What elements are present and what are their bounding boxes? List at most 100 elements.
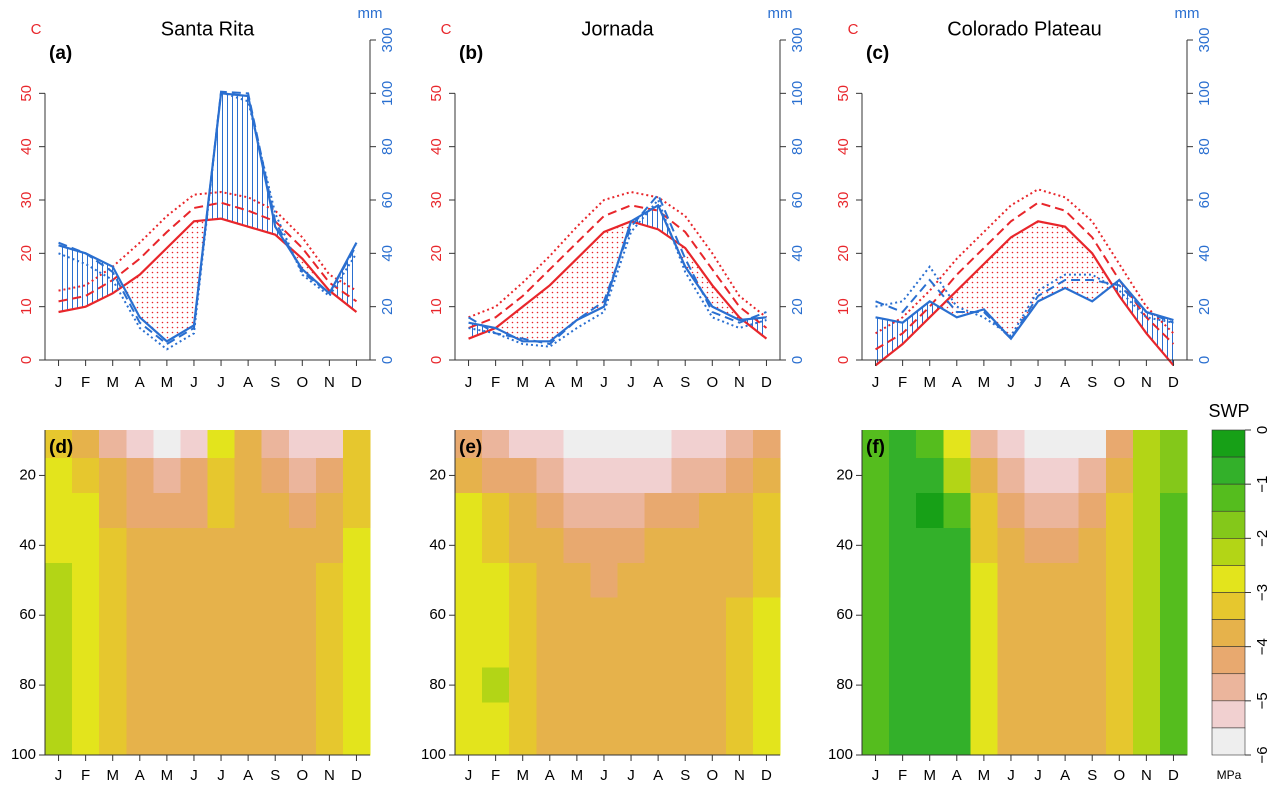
swp-cell [153,667,182,704]
swp-cell [1159,737,1188,756]
swp-cell [725,667,754,704]
swp-cell [725,492,754,529]
x-tick-label: J [627,767,635,784]
x-tick-label: S [270,767,280,784]
y2-tick-label: 40 [379,245,396,262]
swp-cell [482,737,510,756]
swp-cell [1078,527,1107,564]
swp-cell [698,632,727,669]
swp-cell [916,430,944,459]
swp-cell [261,527,290,564]
swp-cell [997,562,1026,599]
y-tick-label: 80 [429,676,446,693]
swp-cell [482,562,510,599]
x-tick-label: M [571,374,584,391]
swp-cell [889,737,917,756]
swp-cell [153,597,182,634]
swp-cell [72,430,100,459]
x-tick-label: O [1113,374,1125,391]
swp-cell [234,737,263,756]
swp-cell [207,430,236,459]
swp-cell [99,492,127,529]
swp-cell [590,667,619,704]
swp-cell [509,430,537,459]
swp-cell [315,597,344,634]
swp-cell [180,562,209,599]
swp-cell [698,527,727,564]
swp-cell [1024,430,1053,459]
x-tick-label: J [600,374,608,391]
swp-cell [725,737,754,756]
x-tick-label: M [516,374,529,391]
swp-cell [482,632,510,669]
swp-cell [99,667,127,704]
swp-cell [315,702,344,739]
swp-cell [862,597,890,634]
swp-cell [1132,737,1161,756]
swp-cell [889,667,917,704]
colorbar-tick-label: −4 [1254,638,1271,655]
swp-cell [671,667,700,704]
swp-cell [482,702,510,739]
swp-cell [889,597,917,634]
swp-cell [342,562,371,599]
swp-cell [180,597,209,634]
y-tick-label: 20 [835,245,852,262]
swp-cell [617,430,646,459]
swp-cell [563,492,592,529]
swp-cell [970,430,999,459]
swp-cell [725,430,754,459]
swp-cell [234,492,263,529]
y2-tick-label: 20 [1196,298,1213,315]
swp-cell [644,632,673,669]
swp-cell [536,667,564,704]
swp-cell [563,457,592,494]
x-tick-label: J [55,767,63,784]
y2-tick-label: 40 [1196,245,1213,262]
swp-cell [671,702,700,739]
panel-title: Santa Rita [161,18,255,40]
swp-cell [126,457,154,494]
y-axis-label: C [848,21,859,38]
swp-cell [970,632,999,669]
swp-cell [234,562,263,599]
swp-cell [1105,527,1134,564]
swp-cell [126,597,154,634]
swp-cell [725,527,754,564]
swp-cell [671,430,700,459]
swp-cell [536,597,564,634]
swp-cell [509,562,537,599]
x-tick-label: N [734,767,745,784]
x-tick-label: J [190,374,198,391]
swp-cell [45,632,73,669]
colorbar-tick-label: 0 [1254,426,1271,434]
swp-cell [315,457,344,494]
colorbar-band [1211,483,1246,512]
swp-cell [126,737,154,756]
swp-cell [943,737,971,756]
colorbar-band [1211,429,1246,458]
precip-line [468,198,767,348]
swp-cell [207,597,236,634]
swp-cell [1105,667,1134,704]
swp-cell [288,667,317,704]
swp-cell [590,562,619,599]
swp-cell [563,737,592,756]
swp-cell [725,632,754,669]
swp-cell [342,702,371,739]
swp-cell [1105,632,1134,669]
swp-cell [509,737,537,756]
swp-cell [126,667,154,704]
swp-cell [970,667,999,704]
precip-line [468,203,767,343]
swp-cell [1051,597,1080,634]
swp-cell [288,457,317,494]
swp-cell [889,430,917,459]
x-tick-label: O [1113,767,1125,784]
swp-cell [590,527,619,564]
swp-cell [153,632,182,669]
y2-axis-label: mm [358,5,383,22]
swp-cell [455,597,483,634]
